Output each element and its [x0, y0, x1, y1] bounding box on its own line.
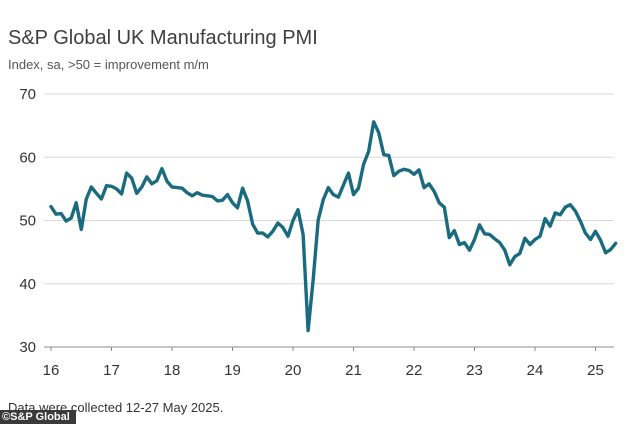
chart-title: S&P Global UK Manufacturing PMI: [8, 27, 318, 49]
x-tick-label: 22: [406, 362, 423, 379]
y-tick-label: 30: [19, 339, 36, 356]
x-tick-label: 23: [466, 362, 483, 379]
x-tick-label: 21: [345, 362, 362, 379]
chart-subtitle: Index, sa, >50 = improvement m/m: [8, 57, 209, 72]
y-tick-labels: 30 40 50 60 70: [19, 86, 36, 356]
x-tick-label: 17: [103, 362, 120, 379]
y-tick-label: 40: [19, 276, 36, 293]
x-tick-label: 19: [224, 362, 241, 379]
axes: [44, 346, 614, 351]
grid-lines: [44, 93, 614, 285]
x-tick-label: 16: [43, 362, 60, 379]
x-tick-label: 25: [587, 362, 604, 379]
y-tick-label: 60: [19, 149, 36, 166]
x-tick-label: 20: [285, 362, 302, 379]
pmi-series-line: [49, 120, 618, 333]
y-tick-label: 50: [19, 213, 36, 230]
y-tick-label: 70: [19, 86, 36, 103]
x-tick-label: 24: [527, 362, 544, 379]
series-layer: [49, 120, 618, 333]
x-tick-labels: 16 17 18 19 20 21 22 23 24 25: [43, 362, 604, 379]
brand-label: ©S&P Global: [0, 410, 76, 424]
x-tick-label: 18: [164, 362, 181, 379]
